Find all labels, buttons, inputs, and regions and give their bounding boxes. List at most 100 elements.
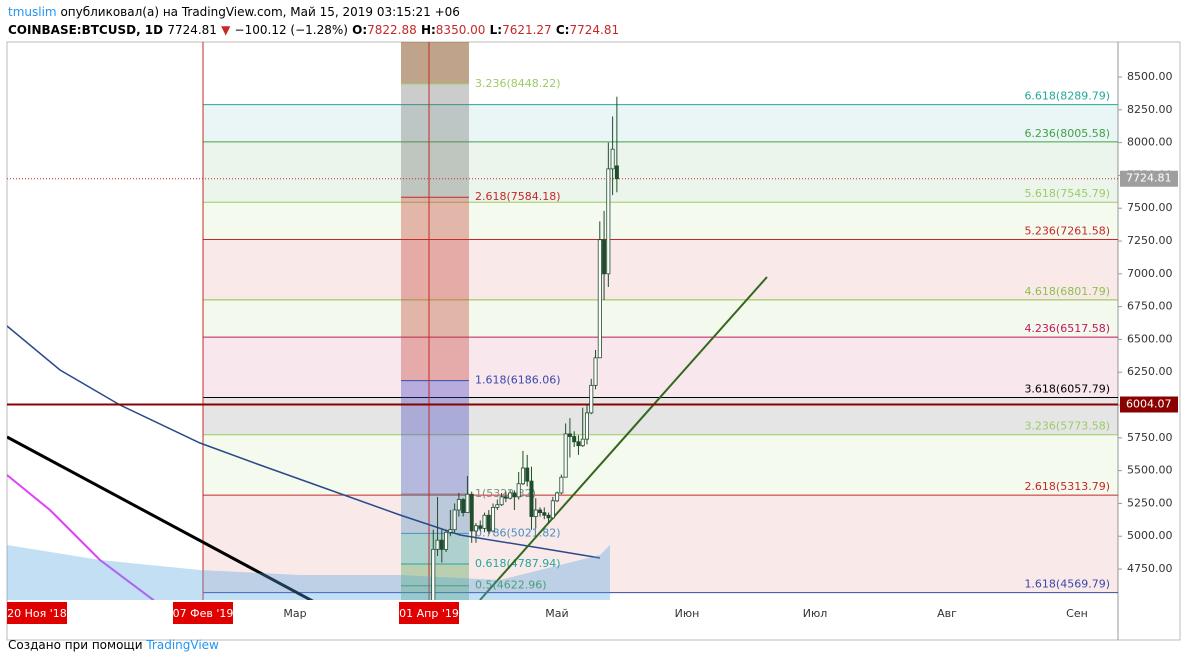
footer-text: Создано при помощи	[8, 638, 143, 652]
header-line: tmuslim опубликовал(а) на TradingView.co…	[8, 5, 460, 19]
y-tick-label: 8500.00	[1127, 70, 1173, 83]
fib-label: 1.618(6186.06)	[475, 374, 561, 387]
candle-body	[491, 506, 496, 532]
x-tick-label: Мар	[283, 607, 306, 620]
candle-body	[550, 500, 555, 519]
candle-body	[572, 436, 577, 443]
candle-body	[546, 514, 551, 519]
price-tag-label: 6004.07	[1126, 398, 1172, 411]
candle-body	[593, 357, 598, 386]
y-tick-label: 7500.00	[1127, 201, 1173, 214]
candle-body	[469, 493, 474, 532]
y-tick-label: 6750.00	[1127, 300, 1173, 313]
moving-average	[7, 325, 601, 559]
fib-band	[401, 380, 469, 494]
candle-body	[435, 539, 440, 550]
candle-body	[512, 492, 517, 498]
date-tag	[173, 602, 233, 624]
y-tick-label: 6250.00	[1127, 365, 1173, 378]
o: 7822.88	[367, 23, 417, 37]
fib-band	[203, 239, 1118, 300]
candle-body	[448, 529, 453, 533]
candle-body	[482, 514, 487, 529]
fib-label: 2.618(7584.18)	[475, 190, 561, 203]
candle-body	[525, 467, 530, 482]
fib-label: 6.618(8289.79)	[1024, 90, 1110, 103]
candle-body	[576, 441, 581, 447]
candle-body	[542, 512, 547, 516]
y-tick-label: 7000.00	[1127, 267, 1173, 280]
change: −100.12 (−1.28%)	[234, 23, 348, 37]
fib-band	[203, 299, 1118, 338]
candle-body	[520, 467, 525, 485]
trend-line	[7, 435, 314, 600]
candle-body	[533, 509, 538, 517]
y-tick-label: 7250.00	[1127, 234, 1173, 247]
l-label: L:	[489, 23, 503, 37]
quote-line: COINBASE:BTCUSD, 1D 7724.81 ▼ −100.12 (−…	[8, 23, 619, 37]
candle-body	[559, 476, 564, 494]
candle-body	[567, 433, 572, 437]
x-tick-label: Сен	[1066, 607, 1088, 620]
o-label: O:	[352, 23, 368, 37]
fib-label: 1.618(4569.79)	[1024, 578, 1110, 591]
author[interactable]: tmuslim	[8, 5, 57, 19]
x-tick-label: Июн	[675, 607, 700, 620]
candle-body	[597, 239, 602, 359]
brand[interactable]: TradingView	[146, 638, 219, 652]
x-tick-label: Май	[545, 607, 568, 620]
candle-body	[444, 531, 449, 550]
candle-body	[555, 492, 560, 502]
candle-body	[563, 433, 568, 478]
y-tick-label: 8250.00	[1127, 103, 1173, 116]
fib-label: 4.236(6517.58)	[1024, 322, 1110, 335]
candle-body	[478, 525, 483, 529]
moving-average	[7, 474, 155, 600]
frame	[6, 41, 1181, 641]
y-tick-label: 8000.00	[1127, 136, 1173, 149]
y-tick-label: 4750.00	[1127, 562, 1173, 575]
candle-body	[508, 492, 513, 499]
candle-body	[614, 165, 619, 180]
fib-label: 3.618(6057.79)	[1024, 382, 1110, 395]
fib-band	[203, 434, 1118, 496]
fib-label: 0.5(4622.96)	[475, 579, 547, 592]
fib-band	[203, 397, 1118, 435]
candle-body	[602, 239, 607, 275]
fib-label: 0.618(4787.94)	[475, 557, 561, 570]
h-label: H:	[420, 23, 436, 37]
date-tag	[7, 602, 67, 624]
fib-label: 3.236(5773.58)	[1024, 420, 1110, 433]
fib-band	[203, 104, 1118, 142]
candle-body	[606, 168, 611, 275]
candle-body	[495, 504, 500, 508]
candle-body	[473, 525, 478, 532]
candle-body	[452, 509, 457, 531]
l: 7621.27	[502, 23, 552, 37]
x-tick-label: Авг	[937, 607, 957, 620]
y-tick-label: 5500.00	[1127, 464, 1173, 477]
footer: Создано при помощи TradingView	[8, 638, 219, 652]
price-tag	[1120, 396, 1178, 413]
fib-band	[203, 337, 1118, 398]
candle-body	[503, 496, 508, 499]
fib-band	[401, 42, 469, 84]
candle-body	[538, 509, 543, 514]
price: 7724.81	[167, 23, 217, 37]
candle-body	[529, 480, 534, 517]
fib-band	[203, 495, 1118, 593]
chart: 6.618(8289.79) 6.236(8005.58) 5.618(7545.7…	[6, 41, 1181, 654]
candle-body	[589, 384, 594, 414]
symbol: COINBASE:BTCUSD, 1D	[8, 23, 164, 37]
y-tick-label: 5000.00	[1127, 529, 1173, 542]
x-tick-label: 07 Фев '19	[173, 607, 234, 620]
fib-label: 3.236(8448.22)	[475, 77, 561, 90]
candle-body	[427, 649, 430, 654]
y-tick-label: 6500.00	[1127, 332, 1173, 345]
price-tag	[1120, 170, 1178, 187]
fib-label: 5.236(7261.58)	[1024, 225, 1110, 238]
fib-band	[203, 141, 1118, 203]
h: 8350.00	[435, 23, 486, 37]
candle-body	[580, 438, 585, 447]
